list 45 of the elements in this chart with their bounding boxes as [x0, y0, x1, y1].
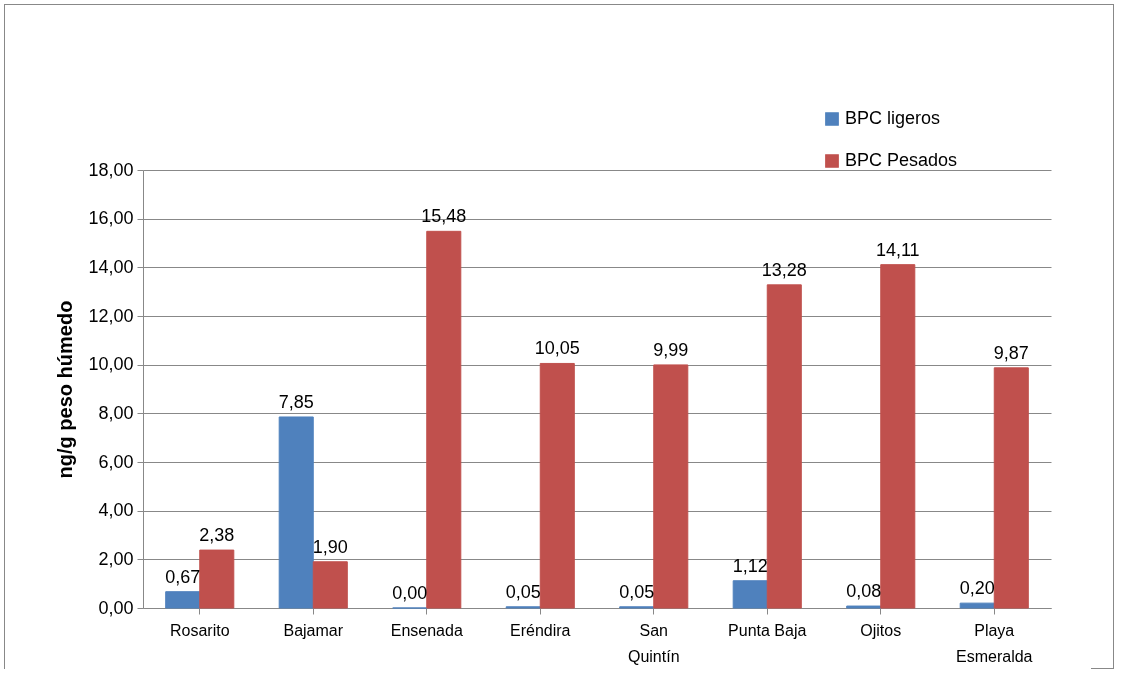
data-label: 13,28 [761, 259, 807, 280]
data-label: 1,90 [312, 536, 348, 557]
data-label: 2,38 [199, 525, 235, 546]
data-label: 10,05 [534, 338, 580, 359]
x-tick-label: Ensenada [390, 621, 463, 639]
x-tick-label: Eréndira [510, 621, 571, 639]
bar [312, 561, 348, 609]
data-label: 9,99 [653, 339, 689, 360]
data-label: 0,20 [959, 578, 995, 599]
x-tick-label: Playa Esmeralda [956, 621, 1033, 665]
bar [959, 602, 995, 609]
y-axis-title: ng/g peso húmedo [54, 300, 77, 479]
bar [278, 416, 314, 609]
y-tick-label: 16,00 [88, 208, 134, 229]
data-label: 15,48 [421, 206, 467, 227]
y-tick-label: 12,00 [88, 305, 134, 326]
y-tick-label: 4,00 [98, 500, 134, 521]
bar [732, 580, 768, 609]
y-tick-label: 2,00 [98, 548, 134, 569]
bar [766, 284, 802, 609]
bar [880, 264, 916, 609]
legend-label: BPC ligeros [845, 108, 941, 128]
x-tick-label: San Quintín [627, 621, 680, 665]
y-tick-label: 0,00 [98, 597, 134, 618]
data-label: 9,87 [993, 342, 1029, 363]
x-tick-label: Rosarito [169, 621, 230, 639]
y-tick-label: 6,00 [98, 451, 134, 472]
bar [165, 591, 201, 609]
data-label: 0,05 [505, 581, 541, 602]
bar [539, 362, 575, 609]
y-tick-label: 14,00 [88, 256, 134, 277]
bar [426, 230, 462, 609]
y-tick-label: 18,00 [88, 159, 134, 180]
x-tick-label: Punta Baja [728, 621, 807, 639]
data-label: 1,12 [732, 555, 768, 576]
x-tick-label: Ojitos [860, 621, 902, 639]
bar [653, 364, 689, 609]
x-tick-label: Bajamar [283, 621, 344, 639]
bar [199, 549, 235, 609]
bar [993, 367, 1029, 609]
y-tick-label: 10,00 [88, 354, 134, 375]
legend-label: BPC Pesados [845, 150, 958, 170]
data-label: 14,11 [875, 239, 920, 260]
y-tick-label: 8,00 [98, 402, 134, 423]
data-label: 7,85 [278, 391, 314, 412]
